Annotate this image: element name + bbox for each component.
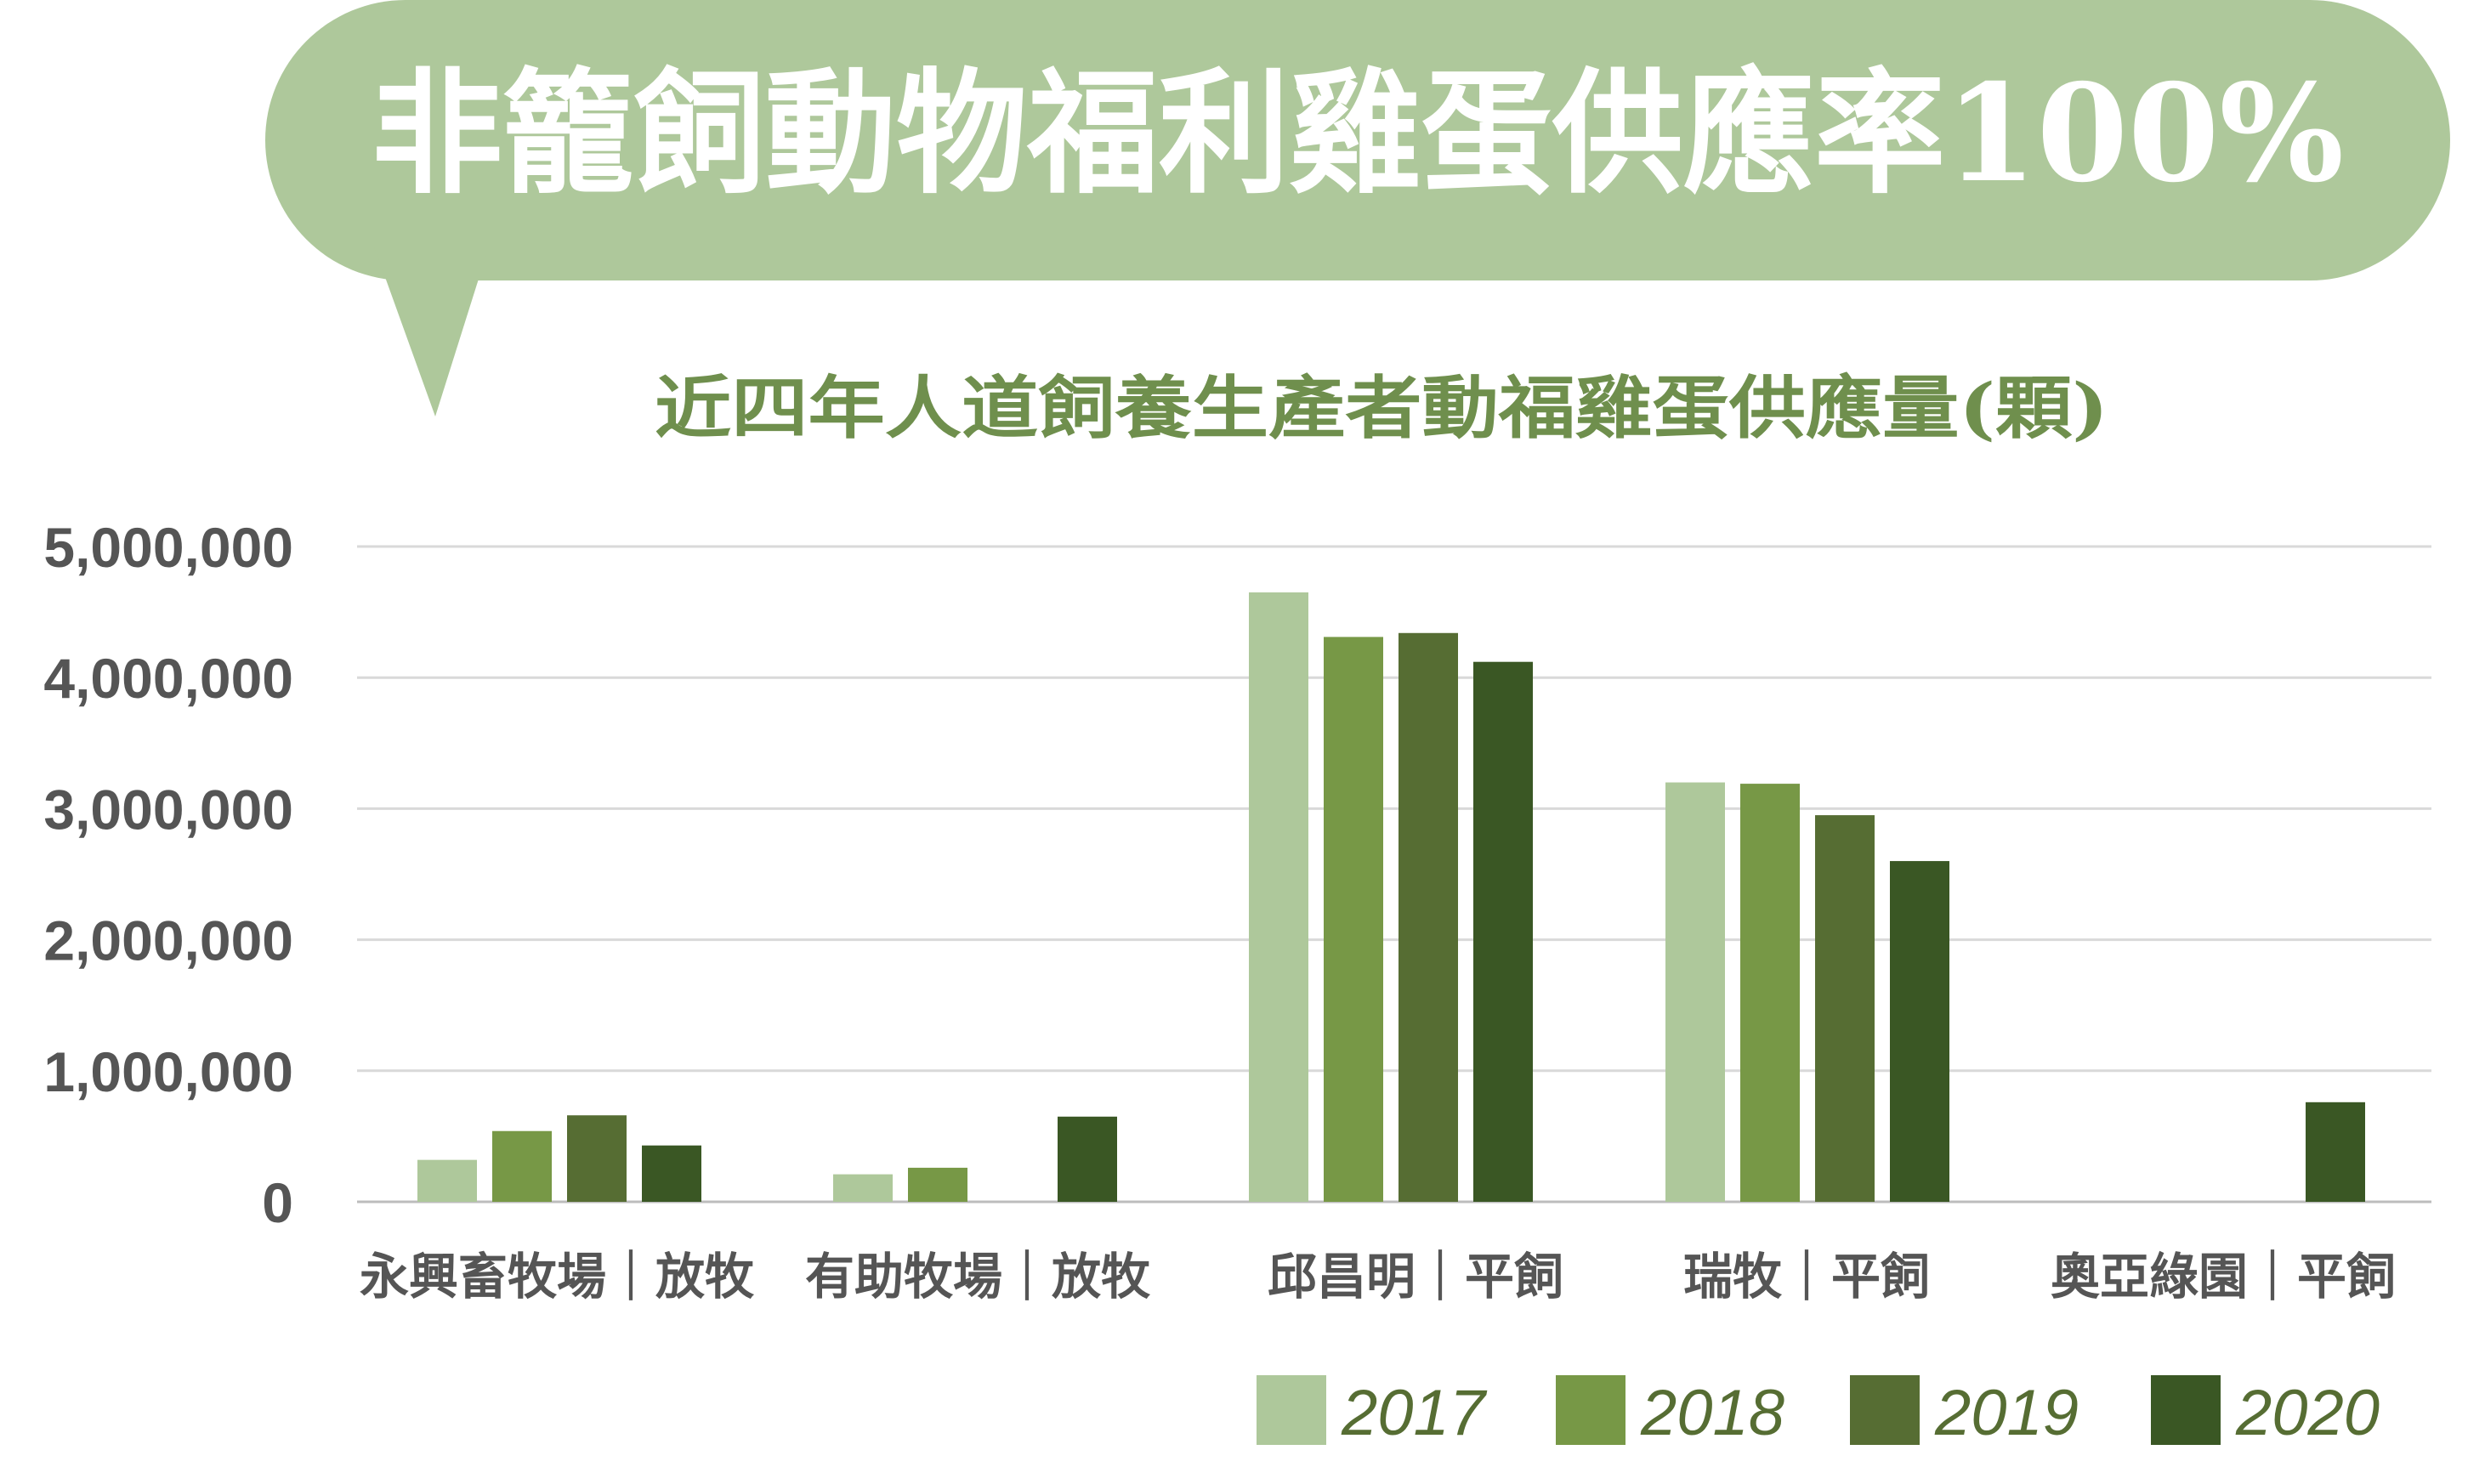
legend-item: 2020 <box>2151 1375 2380 1449</box>
bar-2020-2 <box>1058 1116 1117 1202</box>
gridlines <box>357 545 2431 1204</box>
x-axis-label: 奧亞綠園｜平飼 <box>2051 1248 2396 1306</box>
bar-2017-4 <box>1665 782 1725 1202</box>
y-tick-label: 0 <box>262 1171 293 1234</box>
legend-swatch <box>1556 1375 1625 1445</box>
y-tick-label: 2,000,000 <box>43 909 293 972</box>
chart-title: 近四年人道飼養生產者動福雞蛋供應量(顆) <box>655 368 2108 448</box>
bar-2019-3 <box>1399 632 1458 1202</box>
bar-2018-2 <box>908 1167 967 1202</box>
bar-2017-2 <box>833 1174 893 1202</box>
bar-2019-4 <box>1815 815 1875 1202</box>
banner-bubble-tail <box>374 246 489 416</box>
x-axis-label: 邱昌明｜平飼 <box>1268 1248 1563 1306</box>
x-axis-label: 永興畜牧場｜放牧 <box>360 1248 755 1306</box>
bar-2018-3 <box>1324 637 1383 1202</box>
legend-item: 2019 <box>1850 1375 2079 1449</box>
bars <box>417 592 2365 1202</box>
bar-2019-1 <box>567 1115 627 1202</box>
legend-label: 2020 <box>2235 1377 2380 1449</box>
legend-swatch <box>2151 1375 2221 1445</box>
legend-swatch <box>1257 1375 1326 1445</box>
legend-swatch <box>1850 1375 1920 1445</box>
legend-label: 2019 <box>1934 1377 2079 1449</box>
y-tick-label: 1,000,000 <box>43 1040 293 1103</box>
y-tick-label: 5,000,000 <box>43 516 293 579</box>
legend-label: 2017 <box>1341 1377 1488 1449</box>
bar-2017-1 <box>417 1159 477 1202</box>
legend: 2017 2018 2019 2020 <box>1257 1375 2380 1449</box>
bar-2018-1 <box>492 1130 552 1202</box>
x-axis-label: 有助牧場｜放牧 <box>805 1248 1151 1306</box>
speech-bubble: 非籠飼動物福利雞蛋供應率100% <box>265 0 2450 416</box>
y-tick-label: 3,000,000 <box>43 778 293 841</box>
legend-label: 2018 <box>1640 1377 1784 1449</box>
banner-headline: 非籠飼動物福利雞蛋供應率100% <box>372 55 2344 212</box>
y-tick-label: 4,000,000 <box>43 647 293 710</box>
legend-item: 2017 <box>1257 1375 1488 1449</box>
legend-item: 2018 <box>1556 1375 1784 1449</box>
bar-2020-3 <box>1473 661 1533 1202</box>
x-axis-label: 瑞牧｜平飼 <box>1683 1248 1930 1306</box>
bar-2018-4 <box>1740 784 1800 1202</box>
bar-2020-1 <box>642 1145 701 1202</box>
bar-2020-5 <box>2306 1102 2365 1202</box>
bar-2020-4 <box>1890 861 1949 1202</box>
x-axis-labels: 永興畜牧場｜放牧 有助牧場｜放牧 邱昌明｜平飼 瑞牧｜平飼 奧亞綠園｜平飼 <box>360 1248 2396 1306</box>
bar-2017-3 <box>1249 592 1308 1202</box>
y-axis-ticks: 0 1,000,000 2,000,000 3,000,000 4,000,000 5,0… <box>43 516 293 1234</box>
banner-bubble <box>265 0 2450 280</box>
